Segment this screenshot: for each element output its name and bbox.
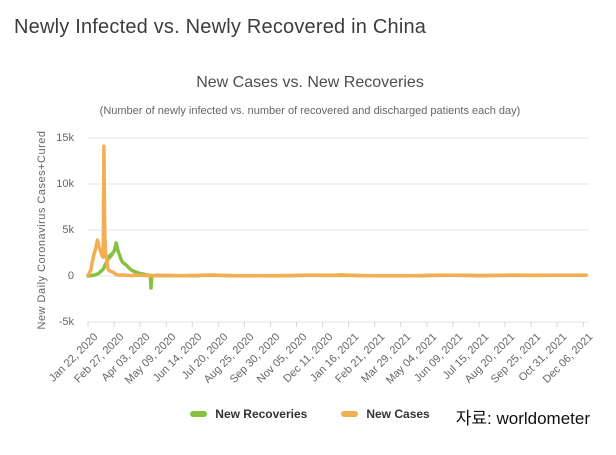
chart-legend: New Recoveries New Cases — [20, 407, 600, 421]
legend-label: New Cases — [366, 407, 430, 421]
legend-item-new-cases[interactable]: New Cases — [341, 407, 430, 421]
y-tick-label: 0 — [67, 270, 74, 282]
source-attribution: 자료: worldometer — [455, 409, 590, 428]
y-tick-label: 5k — [62, 224, 74, 236]
chart-title: New Cases vs. New Recoveries — [196, 74, 424, 91]
y-tick-label: 10k — [56, 178, 74, 190]
y-tick-label: 15k — [56, 132, 74, 144]
y-tick-label: -5k — [58, 316, 74, 328]
page-title: Newly Infected vs. Newly Recovered in Ch… — [14, 16, 427, 38]
new-cases-marker-icon — [341, 411, 359, 417]
chart-subtitle: (Number of newly infected vs. number of … — [99, 105, 521, 117]
legend-label: New Recoveries — [215, 407, 308, 421]
new-recoveries-marker-icon — [190, 411, 208, 417]
legend-item-new-recoveries[interactable]: New Recoveries — [190, 407, 307, 421]
new-recoveries-line[interactable] — [86, 241, 588, 290]
new-cases-line[interactable] — [86, 144, 588, 278]
